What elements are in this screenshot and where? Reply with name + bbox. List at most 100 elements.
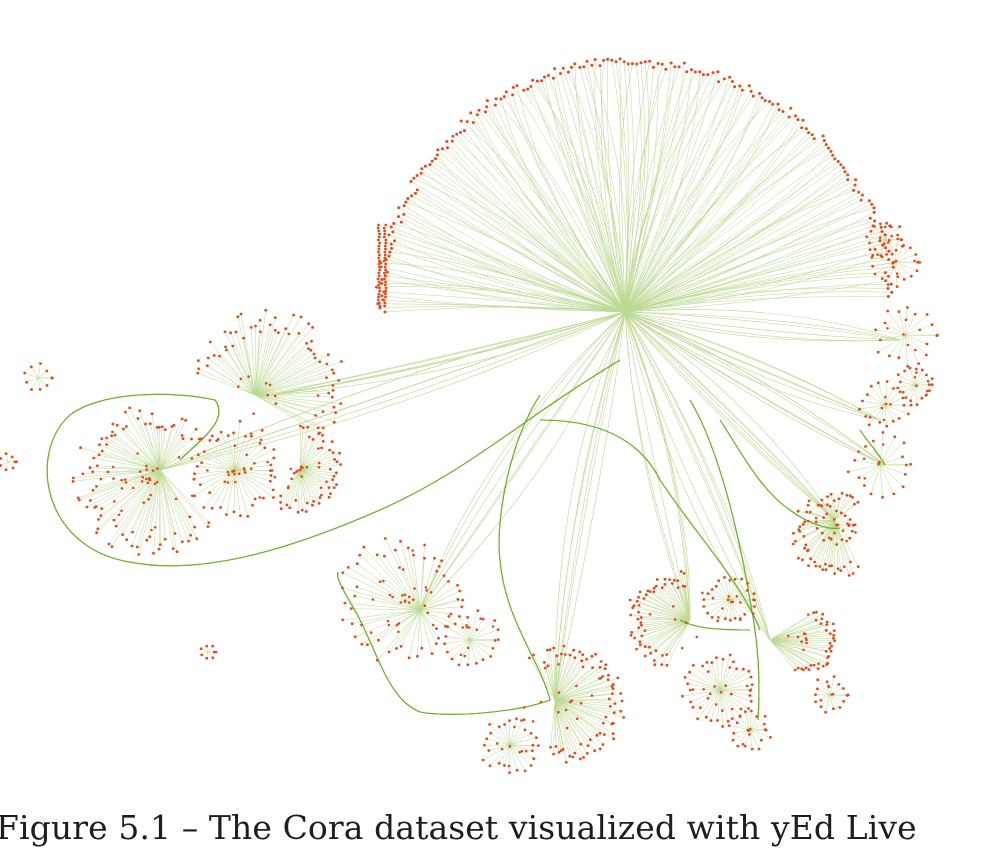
graph-node — [250, 434, 253, 438]
graph-node — [543, 75, 546, 79]
graph-node — [378, 253, 381, 257]
graph-node — [935, 333, 939, 337]
graph-node — [608, 697, 611, 701]
0.55 — [299, 469, 322, 496]
0.55 — [254, 327, 313, 396]
0.55 — [554, 698, 610, 701]
graph-node — [206, 469, 209, 472]
graph-node — [733, 616, 737, 620]
graph-node — [411, 598, 415, 601]
graph-node — [643, 645, 647, 649]
graph-node — [398, 566, 401, 569]
0.6 — [618, 63, 633, 313]
graph-node — [353, 635, 357, 639]
graph-node — [253, 497, 257, 501]
0.6 — [624, 155, 833, 313]
0.55 — [254, 343, 307, 396]
0.6 — [624, 66, 680, 313]
graph-node — [436, 148, 440, 152]
graph-node — [588, 738, 592, 742]
0.55 — [233, 469, 236, 512]
graph-node — [383, 537, 387, 540]
graph-node — [155, 426, 159, 429]
0.55 — [234, 436, 252, 471]
0.55 — [624, 311, 881, 421]
0.6 — [624, 287, 888, 313]
graph-node — [590, 694, 594, 697]
graph-node — [896, 275, 900, 279]
graph-node — [802, 632, 806, 635]
graph-node — [112, 518, 116, 522]
0.55 — [509, 744, 533, 752]
graph-node — [219, 506, 223, 509]
0.55 — [211, 469, 236, 509]
0.55 — [417, 609, 421, 657]
graph-node — [402, 212, 406, 216]
graph-node — [746, 581, 749, 585]
0.6 — [391, 226, 626, 313]
0.55 — [719, 670, 749, 691]
graph-node — [469, 111, 473, 115]
graph-node — [800, 667, 804, 671]
0.55 — [254, 333, 290, 396]
graph-node — [864, 415, 868, 418]
0.55 — [254, 394, 334, 408]
0.55 — [729, 583, 748, 601]
0.6 — [624, 158, 835, 313]
graph-node — [412, 176, 416, 180]
0.55 — [624, 311, 836, 521]
graph-node — [384, 247, 387, 251]
graph-node — [493, 619, 497, 622]
0.55 — [719, 689, 749, 709]
graph-node — [455, 132, 459, 136]
graph-node — [311, 438, 315, 441]
0.55 — [630, 614, 691, 621]
0.55 — [904, 370, 916, 386]
graph-node — [423, 604, 427, 607]
graph-node — [124, 481, 128, 484]
graph-node — [378, 232, 381, 236]
graph-node — [685, 70, 689, 74]
graph-node — [876, 350, 880, 354]
graph-node — [870, 202, 874, 206]
edge-bundle — [679, 619, 751, 631]
graph-node — [208, 340, 212, 344]
graph-node — [461, 598, 465, 602]
0.55 — [889, 240, 896, 263]
0.55 — [879, 464, 895, 495]
graph-node — [210, 506, 214, 510]
0.6 — [624, 101, 770, 313]
graph-node — [399, 220, 403, 224]
graph-node — [557, 691, 561, 694]
0.55 — [200, 469, 236, 485]
graph-node — [573, 62, 577, 66]
graph-node — [107, 542, 111, 546]
0.55 — [299, 469, 330, 488]
graph-node — [205, 656, 209, 660]
0.55 — [737, 729, 751, 747]
graph-node — [329, 492, 332, 495]
graph-node — [442, 574, 446, 578]
graph-node — [619, 709, 623, 713]
0.55 — [554, 699, 589, 746]
0.55 — [624, 311, 691, 621]
graph-node — [805, 641, 808, 645]
0.55 — [887, 261, 896, 285]
0.55 — [904, 334, 919, 364]
0.55 — [234, 447, 265, 471]
0.55 — [719, 689, 752, 702]
0.55 — [299, 469, 331, 494]
graph-node — [158, 543, 162, 546]
graph-node — [299, 466, 303, 470]
graph-node — [522, 718, 526, 722]
graph-node — [196, 359, 200, 362]
graph-node — [383, 256, 387, 260]
graph-node — [290, 477, 294, 481]
0.55 — [799, 519, 836, 527]
0.55 — [554, 311, 626, 701]
0.55 — [254, 394, 324, 429]
graph-node — [749, 675, 753, 679]
0.55 — [904, 334, 927, 345]
graph-node — [721, 607, 724, 610]
0.55 — [407, 547, 421, 611]
